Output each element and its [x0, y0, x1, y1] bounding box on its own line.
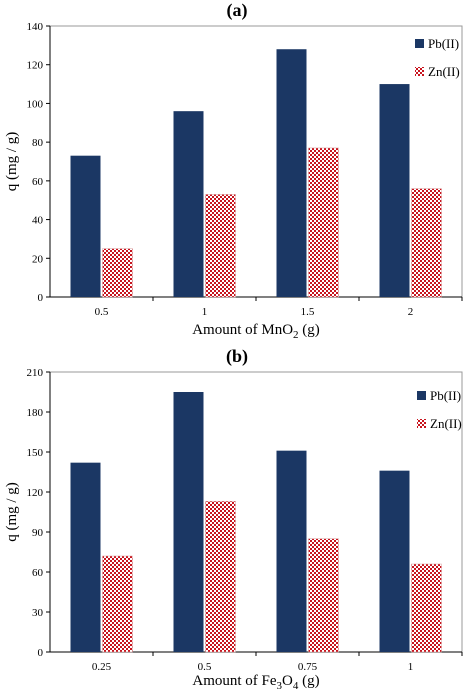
bar-zn [411, 188, 442, 298]
bar-zn [205, 194, 236, 298]
y-tick-label: 30 [32, 607, 44, 619]
bar-zn [205, 501, 236, 653]
bar-zn [308, 538, 339, 653]
legend-label: Pb(II) [428, 36, 459, 51]
x-axis-label-subscript: 3 [277, 680, 283, 692]
bar-pb [173, 111, 204, 298]
x-tick-label: 0.25 [92, 661, 112, 673]
bar-pb [379, 84, 410, 297]
x-tick-label: 1 [202, 306, 208, 318]
x-axis-label-subscript: 4 [293, 680, 299, 692]
chart-title: (a) [227, 0, 248, 21]
x-axis-label-part: Amount of Fe [192, 673, 277, 689]
y-tick-label: 180 [27, 407, 44, 419]
bar-zn [308, 147, 339, 298]
x-axis-label-subscript: 2 [293, 329, 299, 341]
bar-pb [276, 49, 307, 297]
bar-pb [70, 462, 101, 652]
legend-swatch [415, 39, 424, 48]
bar-pb [70, 155, 101, 297]
y-axis-label: q (mg / g) [4, 132, 20, 192]
y-tick-label: 120 [27, 487, 44, 499]
y-tick-label: 120 [27, 60, 44, 72]
bar-zn [102, 248, 133, 298]
y-tick-label: 40 [32, 215, 44, 227]
x-axis-label: Amount of MnO2 (g) [192, 322, 320, 341]
x-tick-label: 1 [408, 661, 414, 673]
x-tick-label: 0.75 [298, 661, 318, 673]
y-tick-label: 60 [32, 567, 44, 579]
y-tick-label: 140 [27, 21, 44, 33]
y-tick-label: 0 [38, 292, 44, 304]
legend-label: Zn(II) [428, 64, 460, 79]
x-axis-label-part: Amount of MnO [192, 322, 293, 338]
y-axis-label: q (mg / g) [4, 482, 20, 542]
legend-label: Zn(II) [430, 416, 462, 431]
x-tick-label: 2 [408, 306, 414, 318]
y-tick-label: 150 [27, 447, 44, 459]
x-tick-label: 0.5 [95, 306, 109, 318]
y-tick-label: 90 [32, 527, 44, 539]
legend-label: Pb(II) [430, 388, 461, 403]
y-tick-label: 100 [27, 98, 44, 110]
y-tick-label: 0 [38, 647, 44, 659]
y-tick-label: 20 [32, 253, 44, 265]
x-axis-label-part: O [282, 673, 293, 689]
y-tick-label: 210 [27, 367, 44, 379]
x-axis-label-part: (g) [298, 673, 319, 689]
legend-swatch [417, 391, 426, 400]
y-tick-label: 80 [32, 137, 44, 149]
bar-pb [173, 392, 204, 652]
chart-title: (b) [226, 346, 248, 367]
bar-pb [379, 470, 410, 652]
bar-pb [276, 450, 307, 652]
x-tick-label: 0.5 [198, 661, 212, 673]
x-axis-label: Amount of Fe3O4 (g) [192, 673, 319, 692]
x-axis-label-part: (g) [299, 322, 320, 338]
y-tick-label: 60 [32, 176, 44, 188]
chart-b: (b) 0 30 60 90 120 150 180 210 0.25 0.5 0.75 1 q (mg … [4, 346, 463, 692]
legend-swatch [417, 419, 426, 428]
x-tick-label: 1.5 [301, 306, 315, 318]
legend-swatch [415, 67, 424, 76]
bar-zn [411, 563, 442, 653]
bar-zn [102, 555, 133, 653]
